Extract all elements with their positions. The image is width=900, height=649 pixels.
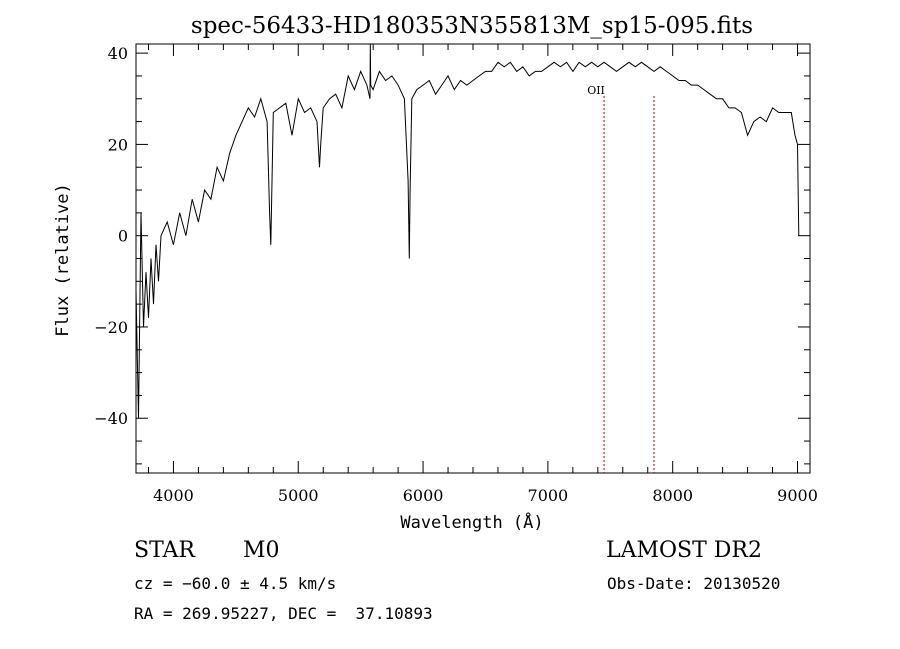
chart-title: spec-56433-HD180353N355813M_sp15-095.fit…: [191, 13, 753, 39]
y-tick-label: −20: [94, 318, 128, 337]
observation-date: Obs-Date: 20130520: [607, 574, 781, 593]
x-tick-label: 6000: [403, 486, 444, 505]
y-tick-labels: −40 −20 0 20 40: [94, 44, 128, 428]
y-tick-label: 0: [118, 227, 128, 246]
x-tick-label: 4000: [153, 486, 194, 505]
x-axis-label: Wavelength (Å): [400, 511, 543, 533]
coordinates: RA = 269.95227, DEC = 37.10893: [134, 604, 433, 623]
axis-ticks: [136, 44, 810, 473]
spectral-subclass: M0: [243, 538, 280, 563]
object-class: STAR: [134, 538, 195, 563]
radial-velocity: cz = −60.0 ± 4.5 km/s: [134, 574, 337, 593]
line-annotations: OII: [587, 84, 655, 473]
y-tick-label: −40: [94, 409, 128, 428]
y-axis-label: Flux (relative): [53, 183, 73, 337]
plot-frame: [135, 43, 811, 474]
spectrum-line: [135, 43, 800, 419]
x-tick-labels: 4000 5000 6000 7000 8000 9000: [153, 486, 818, 505]
x-tick-label: 8000: [652, 486, 693, 505]
annotation-label: OII: [587, 84, 605, 97]
y-tick-label: 20: [108, 135, 128, 154]
survey-name: LAMOST DR2: [606, 538, 762, 563]
x-tick-label: 9000: [777, 486, 818, 505]
x-tick-label: 7000: [528, 486, 569, 505]
x-tick-label: 5000: [278, 486, 319, 505]
y-tick-label: 40: [108, 44, 128, 63]
